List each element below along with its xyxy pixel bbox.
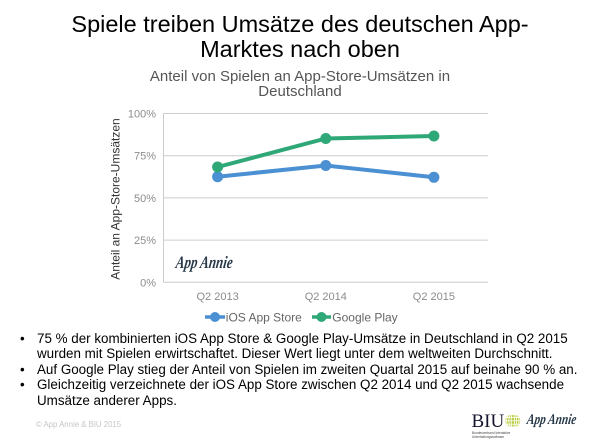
svg-text:50%: 50% bbox=[134, 193, 156, 205]
svg-text:0%: 0% bbox=[140, 277, 156, 289]
svg-text:iOS App Store: iOS App Store bbox=[226, 310, 302, 324]
svg-text:25%: 25% bbox=[134, 235, 156, 247]
svg-text:75%: 75% bbox=[134, 151, 156, 163]
svg-text:Q2 2015: Q2 2015 bbox=[413, 291, 455, 303]
svg-text:Q2 2013: Q2 2013 bbox=[196, 291, 238, 303]
svg-text:Anteil an App-Store-Umsätzen: Anteil an App-Store-Umsätzen bbox=[109, 118, 123, 279]
svg-text:100%: 100% bbox=[128, 109, 156, 121]
svg-text:Google Play: Google Play bbox=[332, 310, 397, 324]
svg-text:Q2 2014: Q2 2014 bbox=[305, 291, 347, 303]
